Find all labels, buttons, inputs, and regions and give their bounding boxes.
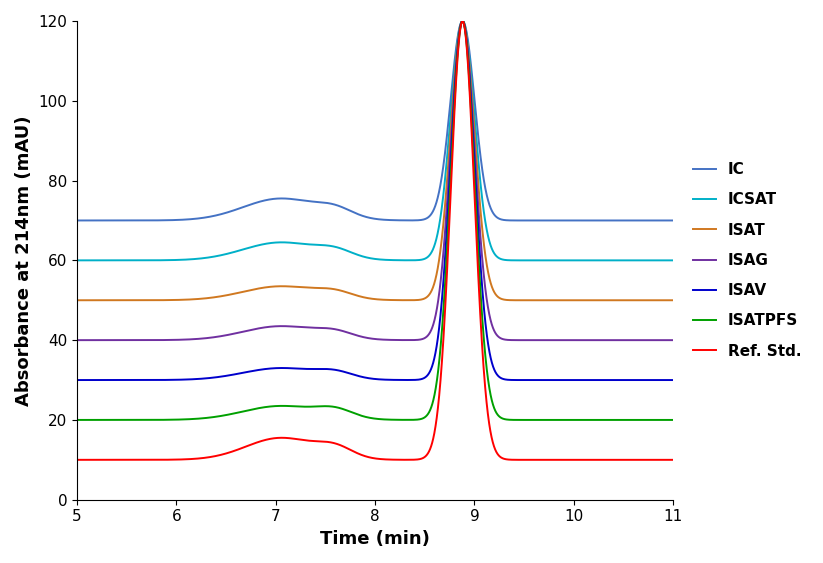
- ISAT: [458, 17, 467, 24]
- Ref. Std.: [430, 428, 439, 435]
- ISAG: [458, 17, 467, 24]
- ISATPFS: [460, 25, 470, 32]
- ISAT: [300, 284, 309, 291]
- Y-axis label: Absorbance at 214nm (mAU): Absorbance at 214nm (mAU): [15, 115, 33, 405]
- ICSAT: [430, 242, 439, 248]
- Line: ISATPFS: ISATPFS: [77, 21, 673, 420]
- ISAV: [458, 17, 467, 24]
- ISATPFS: [72, 417, 82, 423]
- ISAV: [460, 24, 470, 31]
- Ref. Std.: [517, 457, 527, 463]
- ICSAT: [300, 240, 309, 247]
- IC: [517, 217, 527, 224]
- Line: Ref. Std.: Ref. Std.: [77, 21, 673, 460]
- ICSAT: [460, 22, 470, 29]
- ISAV: [562, 377, 572, 383]
- ISATPFS: [458, 17, 467, 24]
- ISAT: [668, 297, 678, 303]
- ISAV: [592, 377, 602, 383]
- ISAG: [180, 336, 190, 343]
- ISAG: [430, 316, 439, 323]
- Ref. Std.: [572, 457, 582, 463]
- ICSAT: [591, 257, 601, 263]
- ICSAT: [458, 17, 467, 24]
- ISATPFS: [180, 416, 190, 423]
- ISAG: [589, 337, 599, 343]
- ISAV: [430, 354, 439, 360]
- Ref. Std.: [460, 26, 470, 33]
- Ref. Std.: [72, 457, 82, 463]
- ISATPFS: [300, 403, 309, 410]
- IC: [300, 198, 309, 204]
- ISAV: [72, 377, 82, 383]
- ISAV: [300, 365, 309, 372]
- ICSAT: [668, 257, 678, 263]
- ISAT: [589, 297, 599, 303]
- X-axis label: Time (min): Time (min): [320, 530, 430, 548]
- Ref. Std.: [458, 17, 467, 24]
- ISAG: [562, 337, 572, 343]
- ISATPFS: [430, 391, 439, 398]
- ISAT: [562, 297, 572, 303]
- ISATPFS: [562, 417, 572, 423]
- ISAT: [517, 297, 527, 303]
- ICSAT: [180, 256, 190, 263]
- IC: [458, 17, 467, 24]
- ICSAT: [72, 257, 82, 263]
- Line: ICSAT: ICSAT: [77, 21, 673, 260]
- ISAV: [668, 377, 678, 383]
- ISAT: [180, 296, 190, 303]
- IC: [460, 21, 470, 28]
- ISAG: [72, 337, 82, 343]
- ISAG: [668, 337, 678, 343]
- Ref. Std.: [562, 457, 572, 463]
- IC: [668, 217, 678, 224]
- ICSAT: [562, 257, 572, 263]
- ISAT: [460, 23, 470, 29]
- Line: IC: IC: [77, 21, 673, 221]
- ISATPFS: [668, 417, 678, 423]
- Legend: IC, ICSAT, ISAT, ISAG, ISAV, ISATPFS, Ref. Std.: IC, ICSAT, ISAT, ISAG, ISAV, ISATPFS, Re…: [686, 156, 807, 365]
- ISAT: [72, 297, 82, 303]
- IC: [562, 217, 572, 224]
- ISAT: [430, 279, 439, 286]
- Line: ISAV: ISAV: [77, 21, 673, 380]
- Ref. Std.: [668, 457, 678, 463]
- IC: [72, 217, 82, 224]
- IC: [588, 217, 598, 224]
- IC: [430, 204, 439, 211]
- ISATPFS: [593, 417, 602, 423]
- Line: ISAT: ISAT: [77, 21, 673, 300]
- IC: [180, 216, 190, 223]
- ISAG: [517, 337, 527, 343]
- Line: ISAG: ISAG: [77, 21, 673, 340]
- Ref. Std.: [300, 437, 309, 444]
- ISAG: [300, 324, 309, 330]
- ISAV: [180, 376, 190, 383]
- ISAV: [517, 377, 527, 383]
- Ref. Std.: [180, 456, 190, 463]
- ISATPFS: [517, 417, 527, 423]
- ISAG: [460, 24, 470, 30]
- ICSAT: [517, 257, 527, 263]
